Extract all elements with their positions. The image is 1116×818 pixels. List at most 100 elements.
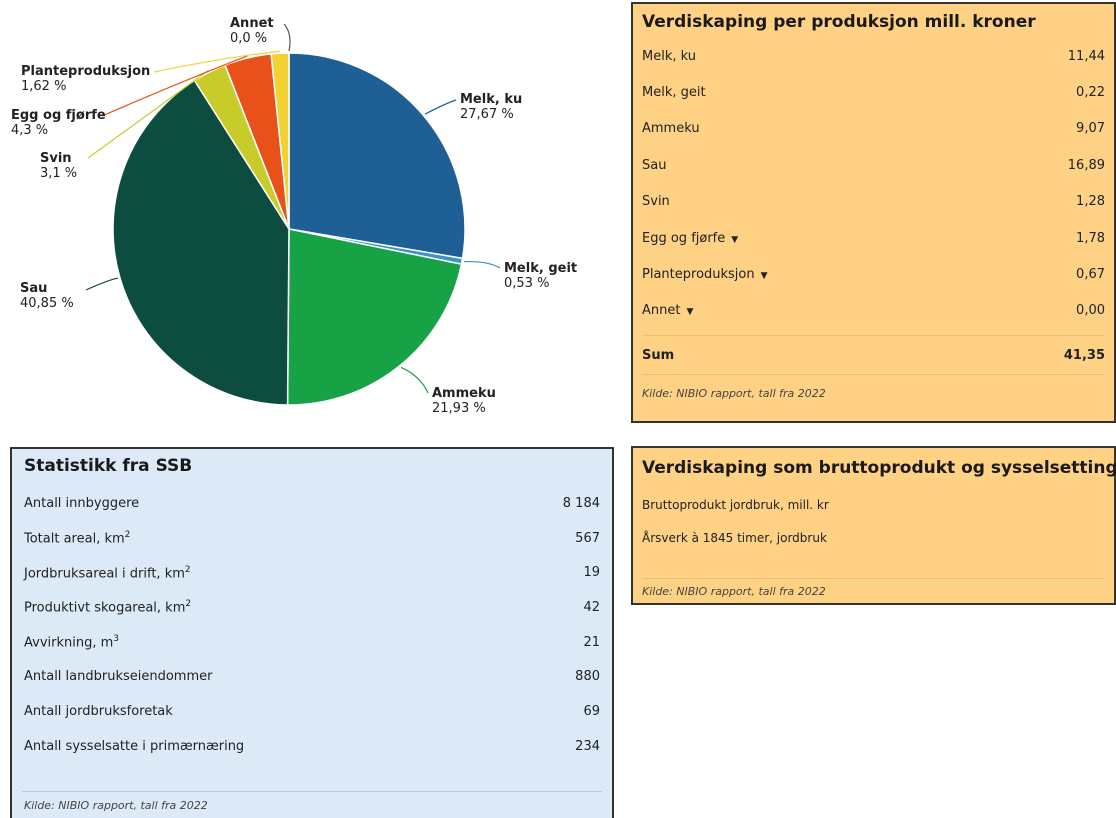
slice-label-sau: Sau [20,281,47,296]
slice-percent-ammeku: 21,93 % [432,401,486,416]
leader-line-sau [85,277,119,291]
row-label-wrap: Annet ▼ [642,303,693,318]
value-panel-rows: Melk, ku 11,44 Melk, geit 0,22 Ammeku 9,… [642,38,1105,329]
slice-label-melk-geit: Melk, geit [504,261,577,276]
caret-down-icon[interactable]: ▼ [686,307,694,318]
row-label: Jordbruksareal i drift, km2 [24,565,191,581]
unit-superscript: 3 [113,633,120,644]
value-creation-panel: Verdiskaping per produksjon mill. kroner… [631,2,1116,423]
row-value: 1,28 [1076,194,1105,210]
slice-percent-planteproduksjon: 1,62 % [21,79,66,94]
gross-product-panel: Verdiskaping som bruttoprodukt og syssel… [631,446,1116,605]
row-value: 0,22 [1076,85,1105,101]
ssb-row-innbyggere: Antall innbyggere 8 184 [24,486,600,521]
leader-line-egg-og-fj-rfe [101,55,248,117]
sum-label: Sum [642,347,675,363]
unit-superscript: 2 [124,529,131,540]
source-note: Kilde: NIBIO rapport, tall fra 2022 [642,585,826,598]
row-label: Totalt areal, km2 [24,530,130,546]
row-label: Antall sysselsatte i primærnæring [24,739,244,754]
ssb-row-skogareal: Produktivt skogareal, km2 42 [24,590,600,625]
ssb-row-sysselsatte: Antall sysselsatte i primærnæring 234 [24,729,600,764]
slice-label-egg-og-fj-rfe: Egg og fjørfe [11,108,106,123]
row-value: 0,00 [1076,303,1105,319]
row-value: 234 [575,738,600,754]
row-label: Antall innbyggere [24,496,139,511]
divider [642,578,1105,579]
row-label: Melk, geit [642,85,706,101]
unit-superscript: 2 [184,564,191,575]
row-label-text: Antall jordbruksforetak [24,703,173,719]
value-row-ammeku: Ammeku 9,07 [642,111,1105,147]
row-label: Bruttoprodukt jordbruk, mill. kr [642,497,829,512]
value-row-egg-og-fjorfe[interactable]: Egg og fjørfe ▼ 1,78 [642,220,1105,256]
leader-line-planteproduksjon [153,50,281,73]
ssb-panel-title: Statistikk fra SSB [24,456,193,476]
leader-line-annet [283,23,291,52]
row-label: Egg og fjørfe [642,230,726,246]
row-value: 16,89 [1067,157,1105,173]
slice-label-planteproduksjon: Planteproduksjon [21,64,150,79]
sum-row: Sum 41,35 [642,335,1105,376]
value-row-melk-geit: Melk, geit 0,22 [642,74,1105,110]
slice-percent-annet: 0,0 % [230,31,267,46]
value-row-svin: Svin 1,28 [642,184,1105,220]
brutto-row-bruttoprodukt: Bruttoprodukt jordbruk, mill. kr [642,488,1105,521]
ssb-row-avvirkning: Avvirkning, m3 21 [24,625,600,660]
row-label: Antall landbrukseiendommer [24,669,212,684]
value-row-annet[interactable]: Annet ▼ 0,00 [642,293,1105,329]
row-value: 11,44 [1067,48,1105,64]
ssb-row-totalt-areal: Totalt areal, km2 567 [24,521,600,556]
ssb-row-landbrukseiendommer: Antall landbrukseiendommer 880 [24,659,600,694]
row-label-wrap: Planteproduksjon ▼ [642,267,768,282]
row-label-text: Jordbruksareal i drift, km [24,565,185,581]
slice-label-ammeku: Ammeku [432,386,496,401]
row-value: 19 [583,565,600,581]
ssb-row-jordbruksforetak: Antall jordbruksforetak 69 [24,694,600,729]
ssb-row-jordbruksareal: Jordbruksareal i drift, km2 19 [24,555,600,590]
slice-percent-svin: 3,1 % [40,166,77,181]
row-label: Produktivt skogareal, km2 [24,599,191,615]
ssb-statistics-panel: Statistikk fra SSB Antall innbyggere 8 1… [10,447,614,818]
row-label-text: Antall sysselsatte i primærnæring [24,738,245,754]
row-label: Planteproduksjon [642,267,755,283]
row-label: Svin [642,194,670,210]
row-value: 42 [583,599,600,615]
value-row-sau: Sau 16,89 [642,147,1105,183]
value-panel-title: Verdiskaping per produksjon mill. kroner [642,12,1036,32]
row-label-wrap: Egg og fjørfe ▼ [642,231,738,246]
row-label-text: Totalt areal, km [24,531,125,547]
row-value: 69 [583,703,600,719]
row-label: Sau [642,157,667,173]
row-value: 1,78 [1076,230,1105,246]
row-label: Melk, ku [642,48,696,64]
caret-down-icon[interactable]: ▼ [731,234,739,245]
row-value: 8 184 [562,495,600,511]
row-label: Ammeku [642,121,700,137]
row-label: Årsverk à 1845 timer, jordbruk [642,530,827,545]
slice-percent-egg-og-fj-rfe: 4,3 % [11,123,48,138]
row-value: 9,07 [1076,121,1105,137]
brutto-row-arsverk: Årsverk à 1845 timer, jordbruk [642,521,1105,554]
value-row-melk-ku: Melk, ku 11,44 [642,38,1105,74]
row-value: 567 [575,530,600,546]
caret-down-icon[interactable]: ▼ [760,271,768,282]
slice-label-svin: Svin [40,151,72,166]
row-label: Annet [642,303,681,319]
row-label-text: Produktivt skogareal, km [24,600,186,616]
slice-percent-melk-ku: 27,67 % [460,107,514,122]
row-value: 21 [583,634,600,650]
unit-superscript: 2 [185,599,192,610]
row-label: Avvirkning, m3 [24,634,119,650]
value-row-planteproduksjon[interactable]: Planteproduksjon ▼ 0,67 [642,256,1105,292]
leader-line-melk-ku [424,99,457,115]
row-label-text: Antall innbyggere [24,495,140,511]
row-label-text: Avvirkning, m [24,635,114,651]
pie-slice-sau [112,79,290,406]
source-note: Kilde: NIBIO rapport, tall fra 2022 [642,387,826,401]
source-note: Kilde: NIBIO rapport, tall fra 2022 [24,799,208,812]
pie-slice-melk-ku [288,52,466,260]
row-label: Antall jordbruksforetak [24,704,173,719]
leader-line-ammeku [400,366,429,394]
